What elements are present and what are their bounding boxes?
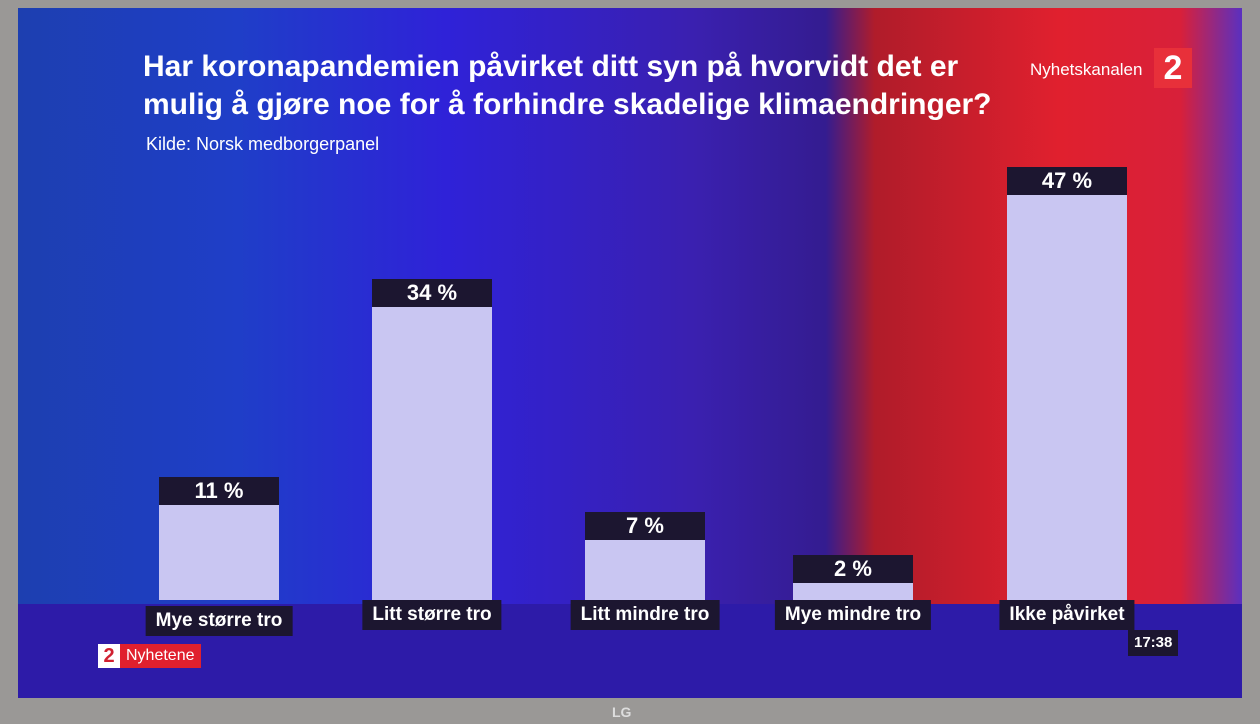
program-logo: 2 bbox=[98, 644, 120, 668]
bar bbox=[793, 582, 913, 600]
channel-logo: 2 bbox=[1154, 48, 1192, 88]
value-label: 2 % bbox=[793, 554, 913, 583]
value-label: 7 % bbox=[585, 511, 705, 540]
category-label: Litt mindre tro bbox=[570, 600, 720, 630]
chart-subtitle: Kilde: Norsk medborgerpanel bbox=[146, 134, 380, 154]
bar bbox=[1007, 195, 1127, 600]
channel-name: Nyhetskanalen bbox=[1030, 60, 1143, 79]
program-name: Nyhetene bbox=[120, 644, 201, 668]
category-label: Mye større tro bbox=[145, 606, 293, 636]
bar bbox=[159, 505, 279, 600]
chart-title: Har koronapandemien påvirket ditt syn på… bbox=[143, 50, 992, 121]
clock: 17:38 bbox=[1128, 630, 1179, 656]
category-label: Mye mindre tro bbox=[774, 600, 932, 630]
bar bbox=[372, 307, 492, 600]
tv-screen: Har koronapandemien påvirket ditt syn på… bbox=[18, 8, 1242, 698]
tv-brand: LG bbox=[612, 704, 632, 720]
category-label: Litt større tro bbox=[362, 600, 502, 630]
bar bbox=[585, 539, 705, 600]
category-label: Ikke påvirket bbox=[999, 600, 1135, 630]
value-label: 47 % bbox=[1007, 167, 1127, 195]
value-label: 11 % bbox=[159, 477, 279, 506]
value-label: 34 % bbox=[372, 279, 492, 308]
